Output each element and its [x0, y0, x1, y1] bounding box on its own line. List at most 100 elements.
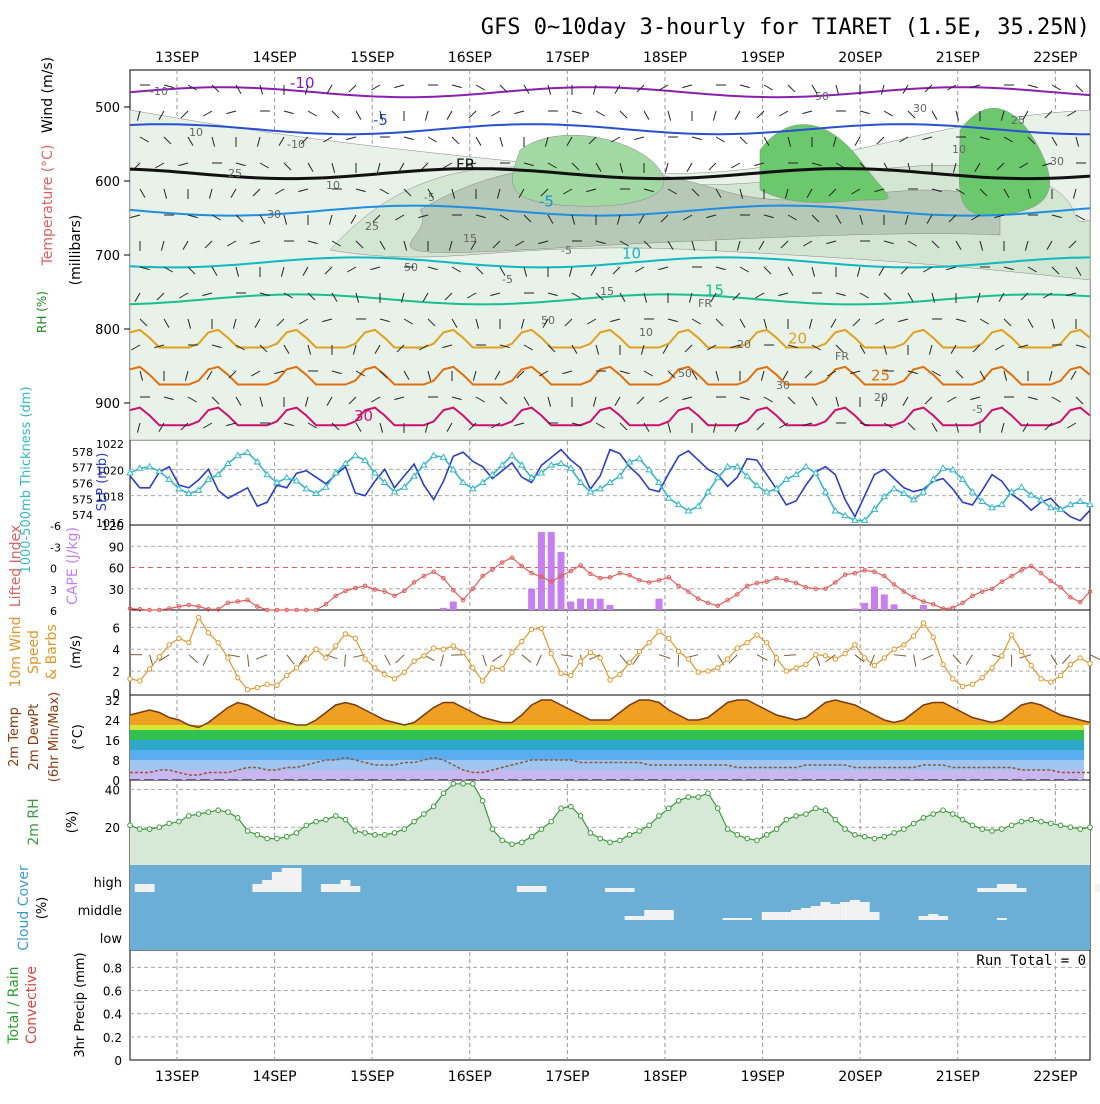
cloud-bar	[723, 918, 733, 920]
wind-point	[314, 647, 318, 651]
wind-point	[1000, 654, 1004, 658]
cloud-bar	[350, 886, 360, 892]
ylabel-cloud-unit: (%)	[35, 897, 50, 920]
rh-point	[451, 781, 456, 786]
contour-label: 10	[326, 179, 340, 192]
cloud-bar	[1095, 884, 1100, 892]
isotherm-label: 10	[622, 244, 641, 262]
date-label-top: 15SEP	[350, 50, 394, 66]
wind-point	[735, 646, 739, 650]
rh-point	[666, 806, 671, 811]
wind-point	[196, 615, 200, 619]
wind-point	[951, 677, 955, 681]
wind-point	[353, 636, 357, 640]
rh-point	[921, 815, 926, 820]
cloud-bar	[977, 888, 987, 892]
cloud-bar	[772, 912, 782, 920]
isotherm-label: 30	[354, 407, 373, 425]
wind-point	[147, 667, 151, 671]
rh-point	[990, 829, 995, 834]
rh-point	[461, 781, 466, 786]
cloud-bar	[321, 884, 331, 892]
rh-point	[412, 819, 417, 824]
contour-label: 15	[600, 285, 614, 298]
wind-point	[549, 651, 553, 655]
wind-point	[990, 666, 994, 670]
wind-point	[618, 672, 622, 676]
rh-point	[559, 806, 564, 811]
wind-point	[843, 651, 847, 655]
rh-point	[706, 791, 711, 796]
wind-point	[833, 657, 837, 661]
ylabel-cloud-cover: Cloud Cover	[16, 865, 32, 951]
rh-point	[216, 808, 221, 813]
wind-tick-label: 6	[112, 621, 120, 635]
rh-point	[892, 831, 897, 836]
wind-point	[539, 626, 543, 630]
precip-tick-label: 0.4	[103, 1008, 122, 1022]
ytick-label: 800	[95, 323, 120, 338]
cape-bar	[607, 605, 614, 610]
wind-point	[804, 662, 808, 666]
cloud-bar	[145, 884, 155, 892]
cloud-bar	[292, 868, 302, 892]
wind-point	[657, 630, 661, 634]
rh-point	[882, 834, 887, 839]
wind-tick-label: 2	[112, 665, 120, 679]
rh-point	[941, 808, 946, 813]
rh-point	[578, 814, 583, 819]
cape-bar	[881, 594, 888, 610]
rh-point	[255, 832, 260, 837]
date-label-bottom: 15SEP	[350, 1069, 394, 1085]
rh-point	[647, 823, 652, 828]
wind-point	[373, 666, 377, 670]
rh-point	[569, 804, 574, 809]
isotherm-label: 20	[788, 330, 807, 348]
wind-point	[941, 662, 945, 666]
cape-bar	[871, 587, 878, 610]
wind-point	[285, 673, 289, 677]
wind-point	[637, 649, 641, 653]
rh-point	[813, 806, 818, 811]
wind-point	[363, 657, 367, 661]
cloud-bar	[830, 904, 840, 920]
contour-label: FR	[698, 297, 712, 310]
ylabel-temp-unit: (°C)	[71, 724, 86, 750]
ytick-label: 500	[95, 101, 120, 116]
rh-point	[755, 838, 760, 843]
cloud-bar	[527, 886, 537, 892]
contour-label: 50	[678, 367, 692, 380]
run-total-label: Run Total = 0	[976, 953, 1086, 969]
wind-point	[402, 670, 406, 674]
rh-point	[392, 831, 397, 836]
wind-point	[187, 640, 191, 644]
rh-point	[196, 812, 201, 817]
temp-tick-label: 8	[112, 754, 120, 768]
rh-point	[1068, 825, 1073, 830]
precip-tick-label: 0.2	[103, 1031, 122, 1045]
cloud-bar	[821, 902, 831, 920]
cape-bar	[587, 599, 594, 610]
cloud-bar	[997, 918, 1007, 920]
wind-point	[676, 649, 680, 653]
wind-point	[1088, 661, 1092, 665]
rh-point	[245, 829, 250, 834]
cape-bar	[450, 602, 457, 611]
cloud-bar	[536, 886, 546, 892]
rh-point	[725, 827, 730, 832]
wind-point	[138, 679, 142, 683]
wind-point	[510, 650, 514, 654]
cloud-bar	[644, 910, 654, 920]
wind-point	[471, 666, 475, 670]
contour-label: FR	[835, 350, 849, 363]
rh-point	[549, 819, 554, 824]
cape-tick-label: 120	[101, 519, 124, 533]
date-label-top: 22SEP	[1033, 50, 1077, 66]
cloud-bar	[997, 884, 1007, 892]
wind-point	[392, 677, 396, 681]
rh-point	[480, 798, 485, 803]
wind-point	[275, 683, 279, 687]
wind-point	[1009, 633, 1013, 637]
rh-point	[853, 832, 858, 837]
rh-point	[1049, 821, 1054, 826]
